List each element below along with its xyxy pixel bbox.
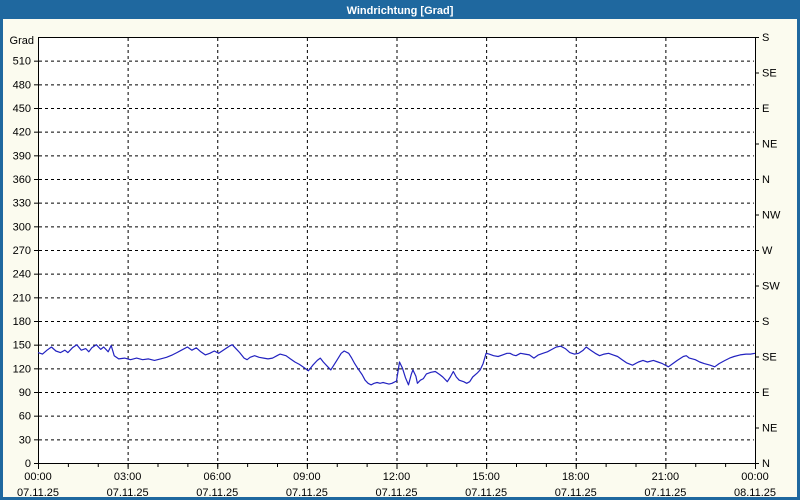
- compass-tick-label: S: [762, 32, 769, 44]
- y-left-tick-label: 480: [13, 79, 31, 91]
- y-left-tick-label: 240: [13, 269, 31, 281]
- wind-direction-chart: 0 30 60 90 120 150 180 210 240 270 300 330 360 390 420…: [10, 32, 781, 497]
- x-time-label: 03:00: [114, 471, 142, 483]
- y-left-tick-label: 300: [13, 221, 31, 233]
- compass-tick-label: E: [762, 103, 769, 115]
- compass-tick-label: W: [762, 245, 773, 257]
- x-date-label: 07.11.25: [555, 487, 597, 497]
- y-axis-left: 0 30 60 90 120 150 180 210 240 270 300 330 360 390 420…: [10, 35, 38, 470]
- compass-tick-label: SE: [762, 352, 777, 364]
- x-date-label: 07.11.25: [196, 487, 238, 497]
- y-left-tick-label: 450: [13, 103, 31, 115]
- y-left-tick-label: 150: [13, 340, 31, 352]
- y-left-tick-label: 60: [19, 411, 31, 423]
- x-time-label: 00:00: [741, 471, 769, 483]
- x-time-label: 09:00: [293, 471, 321, 483]
- window-title: Windrichtung [Grad]: [346, 5, 454, 17]
- y-left-tick-label: 330: [13, 198, 31, 210]
- y-left-tick-label: 30: [19, 434, 31, 446]
- x-date-label: 07.11.25: [17, 487, 59, 497]
- compass-tick-label: NE: [762, 423, 777, 435]
- x-date-label: 07.11.25: [375, 487, 417, 497]
- x-time-label: 12:00: [383, 471, 411, 483]
- compass-tick-label: N: [762, 174, 770, 186]
- y-left-tick-label: 390: [13, 150, 31, 162]
- compass-tick-label: SW: [762, 281, 780, 293]
- vertical-gridlines: [127, 38, 667, 462]
- x-time-label: 21:00: [652, 471, 680, 483]
- y-left-tick-label: 90: [19, 387, 31, 399]
- compass-tick-label: E: [762, 387, 769, 399]
- compass-tick-label: NE: [762, 139, 777, 151]
- y-axis-right: N NE E SE S SW W NW N NE E SE S: [755, 32, 781, 470]
- x-time-label: 18:00: [562, 471, 590, 483]
- wind-direction-series-line: [37, 344, 756, 386]
- compass-tick-label: N: [762, 458, 770, 470]
- horizontal-gridlines: [39, 60, 754, 441]
- x-date-label: 07.11.25: [465, 487, 507, 497]
- x-date-label: 07.11.25: [644, 487, 686, 497]
- y-left-tick-label: 420: [13, 127, 31, 139]
- y-left-tick-label: 120: [13, 363, 31, 375]
- compass-tick-label: NW: [762, 210, 781, 222]
- y-left-tick-label: 270: [13, 245, 31, 257]
- y-axis-unit-label: Grad: [10, 35, 34, 47]
- y-left-tick-label: 360: [13, 174, 31, 186]
- compass-tick-label: SE: [762, 68, 777, 80]
- x-date-label: 08.11.25: [734, 487, 776, 497]
- x-time-label: 06:00: [203, 471, 231, 483]
- x-axis: 00:00 07.11.25 03:00 07.11.25 06:00 07.11.25 0…: [17, 463, 776, 497]
- x-date-label: 07.11.25: [286, 487, 328, 497]
- y-left-tick-label: 180: [13, 316, 31, 328]
- x-date-label: 07.11.25: [107, 487, 149, 497]
- x-time-label: 00:00: [24, 471, 52, 483]
- x-time-label: 15:00: [472, 471, 500, 483]
- compass-tick-label: S: [762, 316, 769, 328]
- y-left-tick-label: 510: [13, 56, 31, 68]
- y-left-tick-label: 210: [13, 292, 31, 304]
- window-titlebar: Windrichtung [Grad]: [3, 3, 797, 19]
- y-left-tick-label: 0: [25, 458, 31, 470]
